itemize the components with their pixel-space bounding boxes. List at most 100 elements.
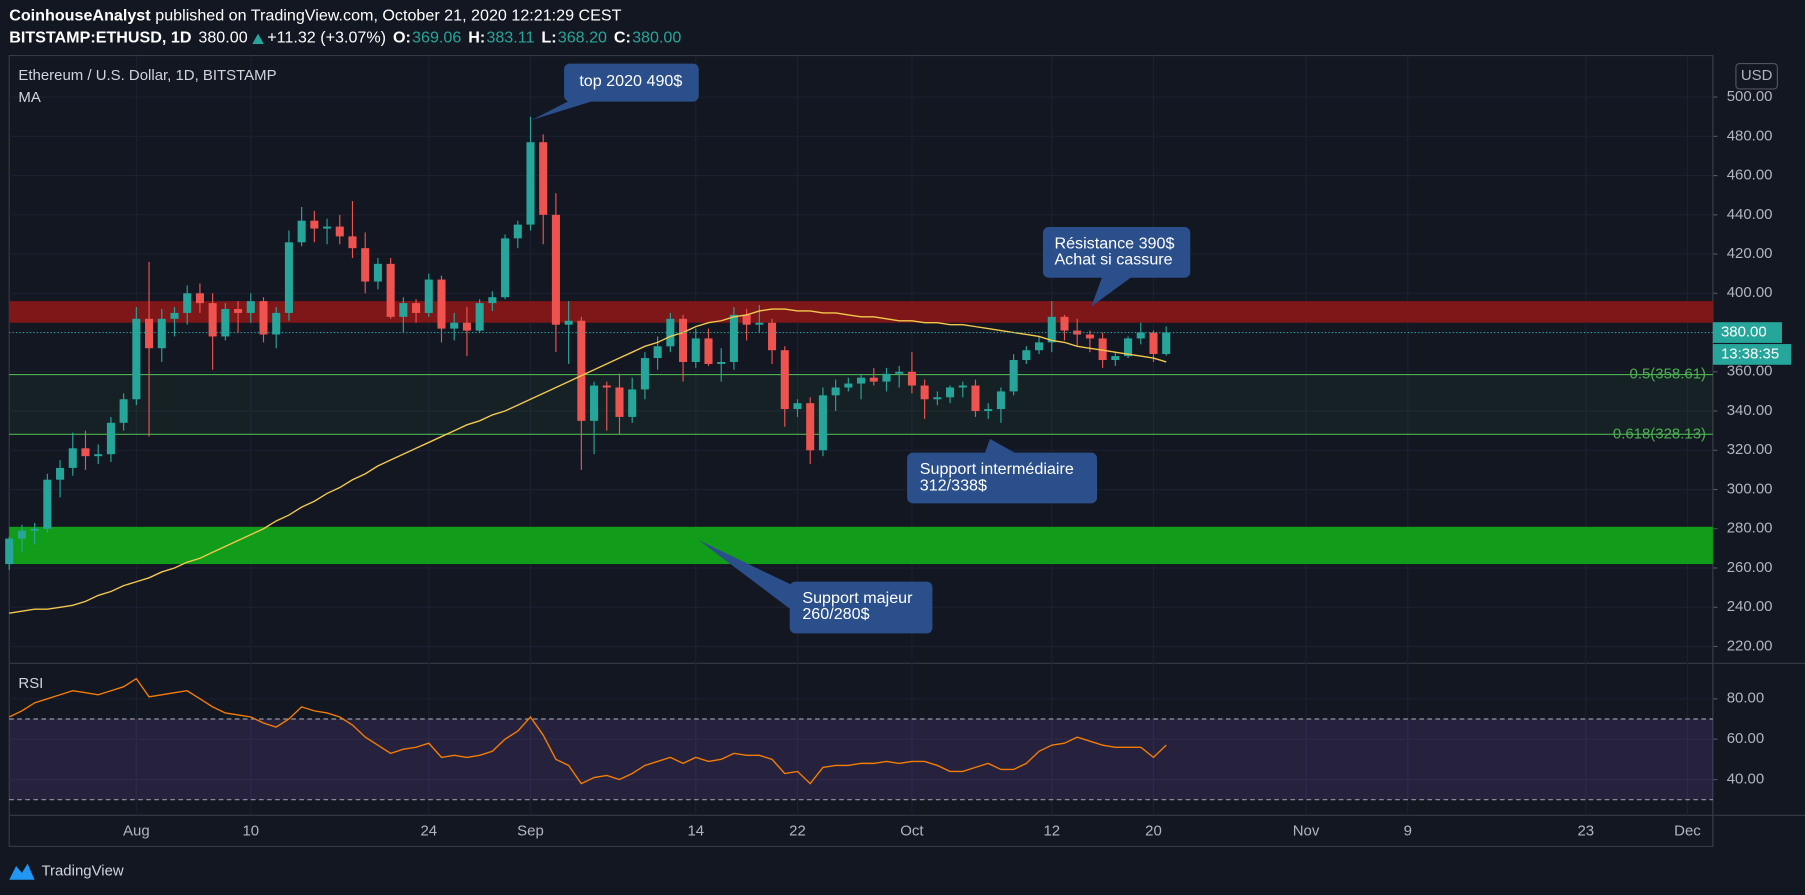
candle-body (996, 391, 1005, 410)
y-tick-label: 340.00 (1727, 402, 1773, 419)
footer-brand: TradingView (41, 863, 123, 880)
rsi-line (8, 677, 1167, 785)
y-tick-label: 400.00 (1727, 284, 1773, 301)
candle-body (373, 263, 382, 282)
candle-body (170, 312, 179, 319)
candle-body (234, 308, 243, 313)
ohlc-legend: O: 369.06 H: 383.11 L: 368.20 C: 380.00 (393, 29, 681, 47)
candle-body (1098, 338, 1107, 361)
candle-body (742, 314, 751, 325)
candle-body (1085, 334, 1094, 339)
candle-body (793, 403, 802, 410)
x-tick-label: Aug (123, 822, 150, 839)
zone (9, 526, 1713, 565)
rsi-tick-label: 40.00 (1727, 770, 1764, 787)
ohlc-label: L: (541, 29, 556, 47)
x-tick-label: 10 (242, 822, 259, 839)
change: +11.32 (+3.07%) (267, 29, 386, 47)
candle-body (450, 322, 459, 329)
candle-body (640, 358, 649, 390)
annotation: Support intermédiaire 312/338$ (907, 438, 1098, 504)
callout-text: Résistance 390$ (1054, 235, 1174, 253)
candle-body (157, 318, 166, 349)
currency: USD (1741, 67, 1773, 84)
candle-body (412, 303, 421, 313)
candle-body (704, 338, 713, 364)
candle-body (564, 320, 573, 325)
last-price-box (1712, 322, 1782, 343)
logo-icon (9, 863, 35, 880)
y-tick-label: 220.00 (1727, 637, 1773, 654)
fib-label: 0.618(328.13) (1613, 425, 1706, 442)
candle-body (729, 314, 738, 362)
candle-body (183, 293, 192, 313)
candle-body (475, 303, 484, 331)
candle-body (5, 538, 14, 565)
candle-body (1162, 332, 1171, 355)
rsi-label: RSI (18, 675, 43, 692)
candle-body (539, 142, 548, 215)
countdown-label: 13:38:35 (1721, 345, 1779, 362)
candle-body (119, 399, 128, 423)
candle-body (284, 242, 293, 313)
tradingview-logo (9, 863, 35, 880)
last-price-label: 380.00 (1721, 323, 1767, 340)
y-tick-label: 240.00 (1727, 598, 1773, 615)
candle-body (17, 530, 26, 539)
y-tick-label: 480.00 (1727, 127, 1773, 144)
candle-body (1047, 316, 1056, 343)
candle-body (526, 142, 535, 225)
candle-body (971, 385, 980, 412)
candle-body (958, 385, 967, 388)
candle-body (1022, 350, 1031, 361)
candle-body (895, 371, 904, 374)
candle-body (68, 448, 77, 468)
candle-body (679, 318, 688, 362)
zone (9, 301, 1713, 323)
callout-text: Support majeur (802, 589, 913, 607)
candle-body (691, 338, 700, 362)
x-tick-label: 12 (1043, 822, 1060, 839)
candle-body (768, 322, 777, 351)
symbol: BITSTAMP:ETHUSD, 1D (9, 29, 191, 47)
ma-label: MA (18, 89, 40, 106)
x-tick-label: 20 (1145, 822, 1162, 839)
callout-text: Achat si cassure (1054, 251, 1172, 269)
candle-body (653, 346, 662, 359)
x-tick-label: 23 (1577, 822, 1594, 839)
candle-body (933, 397, 942, 400)
callout-pointer (984, 438, 1019, 455)
candle-body (1136, 332, 1145, 339)
ohlc-value: 383.11 (486, 29, 534, 47)
y-tick-label: 460.00 (1727, 167, 1773, 184)
x-tick-label: Oct (900, 822, 924, 839)
candle-body (259, 301, 268, 335)
callout-box (907, 452, 1098, 504)
callout-box (789, 581, 933, 634)
candle-body (361, 248, 370, 282)
candle-body (780, 350, 789, 410)
y-tick-label: 420.00 (1727, 245, 1773, 262)
candle-body (602, 385, 611, 388)
x-tick-label: Sep (517, 822, 544, 839)
candle-body (1060, 316, 1069, 331)
ohlc-label: H: (468, 29, 485, 47)
candle-body (1124, 338, 1133, 357)
callout-text: 312/338$ (920, 476, 987, 494)
candle-body (94, 454, 103, 457)
candle-body (857, 377, 866, 384)
author: CoinhouseAnalyst (9, 7, 151, 25)
candle-body (551, 214, 560, 325)
candle-body (297, 220, 306, 243)
candle-body (208, 303, 217, 337)
y-tick-label: 300.00 (1727, 480, 1773, 497)
candle-body (628, 389, 637, 417)
candle-body (1149, 332, 1158, 355)
candle-body (666, 318, 675, 347)
ohlc-label: C: (614, 29, 631, 47)
candle-body (56, 467, 65, 480)
y-tick-label: 440.00 (1727, 206, 1773, 223)
y-tick-label: 280.00 (1727, 520, 1773, 537)
x-tick-label: Dec (1674, 822, 1701, 839)
